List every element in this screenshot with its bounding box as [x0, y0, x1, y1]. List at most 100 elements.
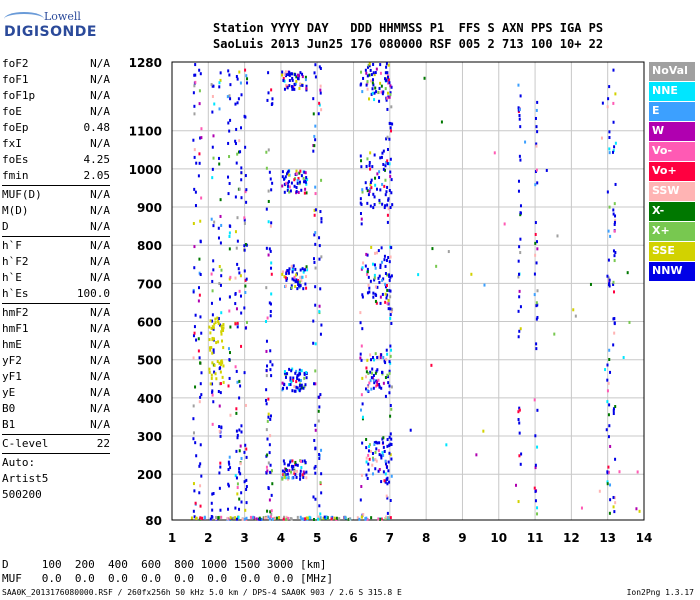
- echo-trace-point: [388, 260, 391, 264]
- echo-streak-point: [268, 498, 271, 502]
- echo-trace-point: [282, 76, 285, 80]
- echo-sse-point: [210, 376, 213, 380]
- echo-trace-point: [291, 268, 294, 272]
- echo-streak-point: [361, 441, 364, 445]
- echo-streak-point: [360, 408, 363, 412]
- noise-band-point: [203, 516, 206, 520]
- echo-streak-point: [194, 313, 197, 317]
- echo-streak-point: [269, 360, 272, 364]
- echo-streak-point: [228, 358, 231, 362]
- echo-streak-point: [269, 463, 272, 467]
- echo-trace-point: [291, 72, 294, 76]
- echo-trace-point: [287, 169, 290, 173]
- echo-streak-point: [227, 121, 230, 125]
- echo-trace-point: [376, 368, 379, 372]
- echo-streak-point: [270, 469, 273, 473]
- echo-streak-point: [236, 325, 239, 329]
- echo-streak-point: [389, 157, 392, 161]
- echo-trace-point: [300, 188, 303, 192]
- echo-trace-point: [366, 267, 369, 271]
- echo-streak-point: [319, 66, 322, 70]
- echo-trace-point: [366, 87, 369, 91]
- echo-trace-point: [374, 176, 377, 180]
- x-tick-label: 6: [349, 531, 357, 545]
- echo-trace-point: [386, 75, 389, 79]
- echo-streak-point: [193, 489, 196, 493]
- x-tick-label: 4: [277, 531, 285, 545]
- echo-streak-point: [211, 110, 214, 114]
- noise-band-point: [283, 515, 286, 519]
- echo-sse-point: [219, 370, 222, 374]
- echo-streak-point: [360, 473, 363, 477]
- echo-streak-point: [314, 208, 317, 212]
- echo-trace-point: [379, 301, 382, 305]
- param-value: N/A: [90, 338, 110, 351]
- echo-streak-point: [239, 444, 242, 448]
- echo-trace-point: [294, 73, 297, 77]
- echo-trace-point: [303, 459, 306, 463]
- scatter-point: [589, 282, 592, 286]
- echo-streak-point: [200, 127, 203, 131]
- echo-trace-point: [373, 442, 376, 446]
- echo-sse-point: [220, 332, 223, 336]
- scatter-point: [635, 507, 638, 511]
- echo-streak-point: [239, 472, 242, 476]
- echo-streak-point: [235, 429, 238, 433]
- echo-streak-point: [240, 430, 243, 434]
- echo-trace-point: [371, 165, 374, 169]
- echo-trace-point: [304, 383, 307, 387]
- param-row-clevel: C-level 22: [2, 436, 110, 452]
- echo-streak-point: [517, 418, 520, 422]
- echo-trace-point: [388, 384, 391, 388]
- echo-trace-point: [297, 74, 300, 78]
- echo-trace-point: [373, 273, 376, 277]
- echo-streak-point: [384, 472, 387, 476]
- echo-trace-point: [366, 270, 369, 274]
- echo-trace-point: [372, 386, 375, 390]
- param-value: N/A: [90, 354, 110, 367]
- echo-streak-point: [212, 134, 215, 138]
- noise-band-point: [304, 517, 307, 521]
- echo-trace-point: [368, 97, 371, 101]
- echo-trace-point: [379, 81, 382, 85]
- echo-trace-point: [304, 461, 307, 465]
- echo-sse-point: [214, 372, 217, 376]
- echo-trace-point: [379, 355, 382, 359]
- echo-trace-point: [284, 473, 287, 477]
- echo-trace-point: [294, 267, 297, 271]
- echo-streak-point: [267, 486, 270, 490]
- echo-streak-point: [235, 411, 238, 415]
- echo-streak-point: [314, 428, 317, 432]
- echo-streak-point: [518, 117, 521, 121]
- echo-trace-point: [288, 469, 291, 473]
- noise-band-point: [232, 516, 235, 520]
- echo-streak-point: [234, 322, 237, 326]
- echo-trace-point: [369, 370, 372, 374]
- echo-trace-point: [365, 446, 368, 450]
- echo-streak-point: [536, 247, 539, 251]
- noise-band-point: [323, 515, 326, 519]
- echo-streak-point: [266, 316, 269, 320]
- echo-streak-point: [235, 476, 238, 480]
- param-name: C-level: [2, 437, 49, 450]
- echo-trace-point: [374, 285, 377, 289]
- echo-streak-point: [517, 83, 520, 87]
- echo-trace-point: [384, 168, 387, 172]
- echo-streak-point: [267, 253, 270, 257]
- echo-streak-point: [240, 500, 243, 504]
- echo-trace-point: [298, 280, 301, 284]
- param-value: 4.25: [83, 153, 111, 166]
- echo-trace-point: [281, 381, 284, 385]
- echo-streak-point: [265, 150, 268, 154]
- echo-trace-point: [284, 284, 287, 288]
- echo-streak-point: [265, 166, 268, 170]
- echo-streak-point: [612, 505, 615, 509]
- echo-trace-point: [295, 463, 298, 467]
- echo-trace-point: [290, 380, 293, 384]
- echo-streak-point: [313, 213, 316, 217]
- echo-trace-point: [384, 78, 387, 82]
- echo-sse-point: [216, 316, 219, 320]
- noise-band-point: [378, 517, 381, 521]
- echo-streak-point: [389, 498, 392, 502]
- echo-streak-point: [235, 449, 238, 453]
